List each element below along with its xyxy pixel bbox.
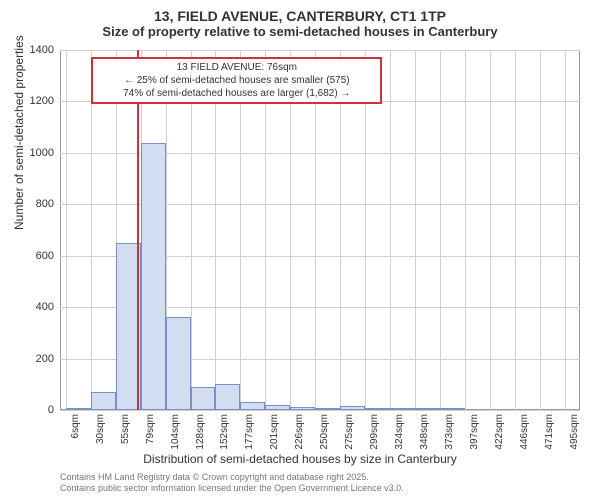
xtick-label: 104sqm [170, 414, 181, 450]
histogram-bar [440, 408, 464, 410]
annotation-box: 13 FIELD AVENUE: 76sqm← 25% of semi-deta… [91, 57, 382, 104]
xtick-label: 79sqm [145, 414, 156, 444]
gridline-v [565, 50, 566, 410]
histogram-bar [265, 405, 290, 410]
xtick-label: 201sqm [269, 414, 280, 450]
footer-line-2: Contains public sector information licen… [60, 483, 404, 494]
footer-line-1: Contains HM Land Registry data © Crown c… [60, 472, 404, 483]
annotation-line-3: 74% of semi-detached houses are larger (… [97, 87, 376, 100]
ytick-label: 1400 [30, 44, 54, 56]
ytick-label: 600 [36, 250, 54, 262]
footer-attribution: Contains HM Land Registry data © Crown c… [60, 472, 404, 494]
gridline-v [465, 50, 466, 410]
chart-container: 13, FIELD AVENUE, CANTERBURY, CT1 1TP Si… [0, 0, 600, 500]
histogram-bar [166, 317, 190, 410]
ytick-label: 1200 [30, 95, 54, 107]
histogram-bar [240, 402, 264, 410]
xtick-label: 299sqm [369, 414, 380, 450]
xtick-label: 152sqm [219, 414, 230, 450]
histogram-bar [340, 406, 364, 410]
xtick-label: 226sqm [294, 414, 305, 450]
histogram-bar [191, 387, 215, 410]
xtick-label: 373sqm [444, 414, 455, 450]
gridline-v [515, 50, 516, 410]
gridline-v [415, 50, 416, 410]
annotation-line-1: 13 FIELD AVENUE: 76sqm [97, 61, 376, 74]
gridline-v [540, 50, 541, 410]
xtick-label: 6sqm [70, 414, 81, 438]
gridline-v [490, 50, 491, 410]
gridline-v [390, 50, 391, 410]
x-axis-label: Distribution of semi-detached houses by … [0, 452, 600, 466]
xtick-label: 471sqm [544, 414, 555, 450]
xtick-label: 275sqm [344, 414, 355, 450]
xtick-label: 348sqm [419, 414, 430, 450]
histogram-bar [365, 408, 390, 410]
xtick-label: 446sqm [519, 414, 530, 450]
histogram-bar [415, 408, 440, 410]
gridline-v [66, 50, 67, 410]
chart-title-sub: Size of property relative to semi-detach… [0, 24, 600, 43]
histogram-bar [290, 407, 314, 410]
histogram-bar [215, 384, 240, 410]
histogram-bar [315, 408, 340, 410]
xtick-label: 128sqm [195, 414, 206, 450]
plot-area: 02004006008001000120014006sqm30sqm55sqm7… [60, 50, 580, 410]
ytick-label: 800 [36, 198, 54, 210]
histogram-bar [141, 143, 166, 410]
xtick-label: 324sqm [394, 414, 405, 450]
histogram-bar [66, 408, 90, 410]
histogram-bar [390, 408, 414, 410]
xtick-label: 250sqm [319, 414, 330, 450]
ytick-label: 0 [48, 404, 54, 416]
xtick-label: 422sqm [494, 414, 505, 450]
histogram-bar [91, 392, 116, 410]
gridline-v [440, 50, 441, 410]
ytick-label: 200 [36, 353, 54, 365]
y-axis-label: Number of semi-detached properties [12, 35, 26, 230]
annotation-line-2: ← 25% of semi-detached houses are smalle… [97, 74, 376, 87]
ytick-label: 1000 [30, 147, 54, 159]
ytick-label: 400 [36, 301, 54, 313]
xtick-label: 397sqm [469, 414, 480, 450]
xtick-label: 177sqm [244, 414, 255, 450]
chart-title-main: 13, FIELD AVENUE, CANTERBURY, CT1 1TP [0, 0, 600, 24]
xtick-label: 495sqm [569, 414, 580, 450]
xtick-label: 30sqm [95, 414, 106, 444]
xtick-label: 55sqm [120, 414, 131, 444]
gridline-h [60, 410, 580, 411]
